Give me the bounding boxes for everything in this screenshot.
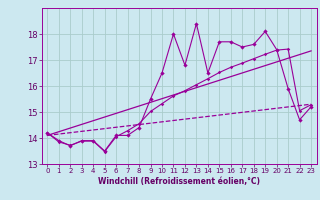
X-axis label: Windchill (Refroidissement éolien,°C): Windchill (Refroidissement éolien,°C) xyxy=(98,177,260,186)
